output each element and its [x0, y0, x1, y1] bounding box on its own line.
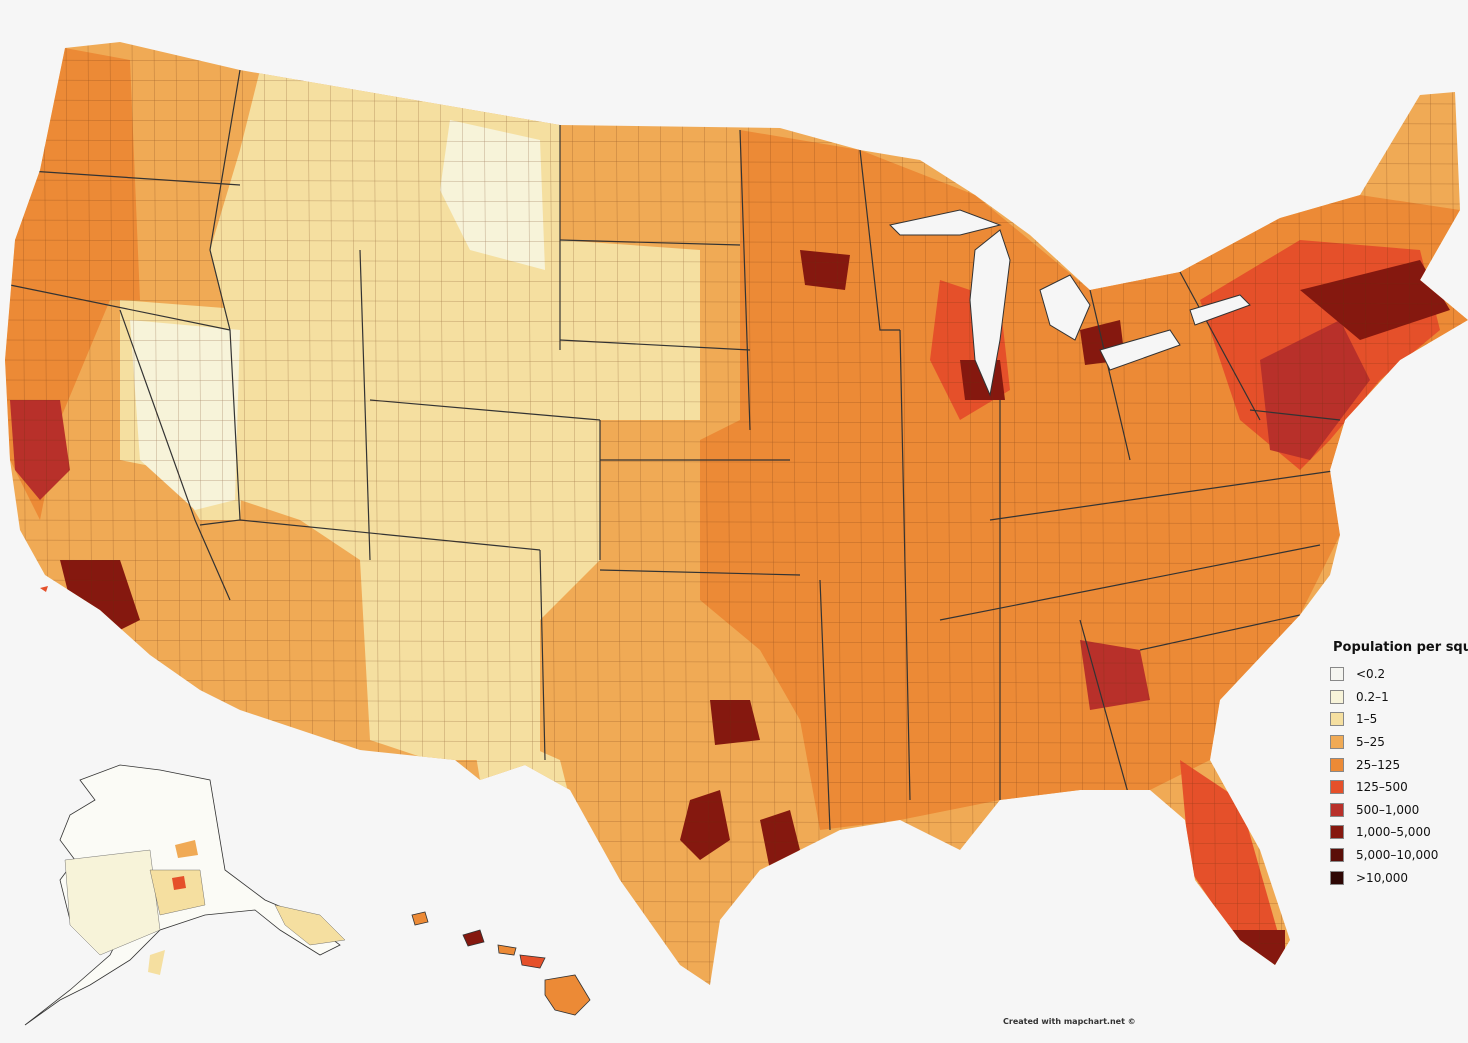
legend-label: <0.2 — [1356, 667, 1386, 682]
legend-swatch — [1330, 757, 1344, 772]
legend-label: 25–125 — [1356, 757, 1401, 772]
legend-item: 0.2–1 — [1330, 686, 1468, 709]
legend-item: 1–5 — [1330, 708, 1468, 731]
legend-item: 1,000–5,000 — [1330, 821, 1468, 844]
legend-item: 25–125 — [1330, 753, 1468, 776]
credit-text: Created with mapchart.net © — [1003, 1017, 1136, 1026]
legend-swatch — [1330, 780, 1344, 795]
legend-item: <0.2 — [1330, 663, 1468, 686]
legend-item: >10,000 — [1330, 866, 1468, 889]
map-legend: Population per squ <0.2 0.2–1 1–5 5–25 25–12… — [1330, 640, 1468, 889]
legend-label: 125–500 — [1356, 780, 1408, 795]
legend-swatch — [1330, 689, 1344, 704]
legend-swatch — [1330, 870, 1344, 885]
legend-label: 0.2–1 — [1356, 689, 1389, 704]
channel-islands — [40, 586, 48, 592]
legend-item: 5–25 — [1330, 731, 1468, 754]
legend-item: 125–500 — [1330, 776, 1468, 799]
legend-item: 5,000–10,000 — [1330, 844, 1468, 867]
legend-swatch — [1330, 667, 1344, 682]
legend-label: 1,000–5,000 — [1356, 825, 1431, 840]
legend-swatch — [1330, 848, 1344, 863]
legend-label: 500–1,000 — [1356, 802, 1420, 817]
legend-swatch — [1330, 802, 1344, 817]
legend-swatch — [1330, 735, 1344, 750]
legend-item: 500–1,000 — [1330, 799, 1468, 822]
legend-label: 1–5 — [1356, 712, 1378, 727]
hawaii-map — [411, 911, 591, 1016]
legend-title: Population per squ — [1333, 640, 1468, 655]
great-lakes — [888, 209, 1251, 397]
legend-label: 5,000–10,000 — [1356, 848, 1439, 863]
legend-label: 5–25 — [1356, 735, 1385, 750]
legend-swatch — [1330, 712, 1344, 727]
legend-swatch — [1330, 825, 1344, 840]
alaska-map — [24, 764, 346, 1026]
legend-label: >10,000 — [1356, 870, 1409, 885]
